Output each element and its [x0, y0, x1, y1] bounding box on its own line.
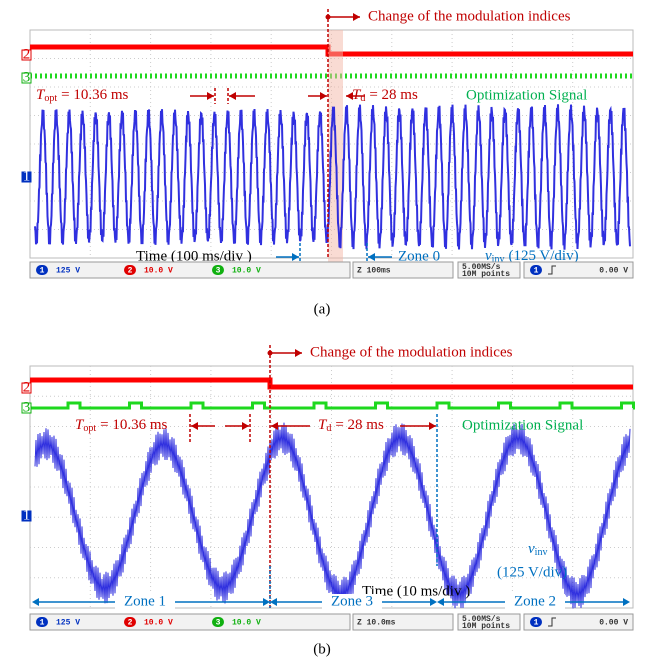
- channel-badge-label: 2: [128, 619, 133, 628]
- trigger-badge-label: 1: [534, 267, 539, 276]
- zone-label: Zone 2: [514, 593, 556, 609]
- trigger-level: 0.00 V: [599, 619, 628, 628]
- zone-label: Zone 3: [331, 593, 373, 609]
- annotation: Change of the modulation indices: [368, 8, 571, 24]
- rest: = 28 ms: [335, 417, 384, 433]
- channel-setting: 10.0 V: [232, 619, 261, 628]
- figure: 123Change of the modulation indicesTopt=…: [0, 0, 645, 667]
- caption: (a): [314, 301, 331, 317]
- rest: = 28 ms: [369, 87, 418, 103]
- subscript: opt: [83, 423, 96, 434]
- rest: = 10.36 ms: [100, 417, 167, 433]
- arrow-head: [295, 349, 302, 357]
- signal-label: Optimization Signal: [462, 417, 583, 433]
- trigger-badge-label: 1: [534, 619, 539, 628]
- subscript: opt: [44, 93, 57, 104]
- timebase: Z 10.0ms: [357, 619, 396, 628]
- channel-badge-label: 2: [128, 267, 133, 276]
- channel-badge-label: 1: [40, 619, 45, 628]
- zone-label: Zone 1: [124, 593, 166, 609]
- channel-marker-label: 1: [23, 507, 31, 523]
- voltage-scale: (125 V/div): [497, 564, 567, 580]
- channel-setting: 125 V: [56, 619, 80, 628]
- subscript: inv: [535, 547, 548, 558]
- channel-setting: 10.0 V: [232, 267, 261, 276]
- signal-label: Optimization Signal: [466, 87, 587, 103]
- caption: (b): [313, 641, 331, 657]
- channel-marker-label: 2: [23, 46, 31, 62]
- channel-badge-label: 1: [40, 267, 45, 276]
- record-length: 10M points: [462, 622, 510, 631]
- channel-marker-label: 2: [23, 379, 31, 395]
- channel-badge-label: 3: [216, 267, 221, 276]
- record-length: 10M points: [462, 270, 510, 279]
- timebase: Z 100ms: [357, 267, 391, 276]
- rest: = 10.36 ms: [61, 87, 128, 103]
- channel-setting: 10.0 V: [144, 619, 173, 628]
- channel-marker-label: 1: [23, 168, 31, 184]
- subscript: d: [326, 423, 331, 434]
- arrow-head: [353, 13, 360, 21]
- channel-setting: 125 V: [56, 267, 80, 276]
- trigger-level: 0.00 V: [599, 267, 628, 276]
- channel-badge-label: 3: [216, 619, 221, 628]
- channel-marker-label: 3: [23, 399, 31, 415]
- annotation: Change of the modulation indices: [310, 344, 513, 360]
- channel-setting: 10.0 V: [144, 267, 173, 276]
- channel-marker-label: 3: [23, 69, 31, 85]
- subscript: d: [360, 93, 365, 104]
